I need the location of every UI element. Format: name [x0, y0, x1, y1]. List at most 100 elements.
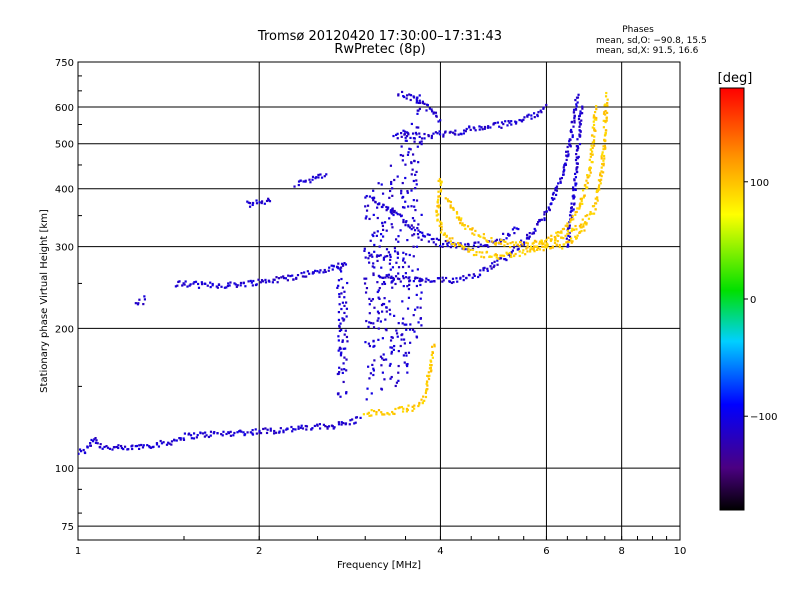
data-point [401, 322, 404, 325]
data-point [235, 285, 238, 288]
data-point [419, 230, 422, 234]
data-point [200, 281, 203, 284]
data-point [233, 282, 236, 285]
data-point [502, 232, 505, 235]
data-point [600, 178, 603, 181]
data-point [400, 189, 403, 192]
data-point [432, 241, 435, 244]
data-point [551, 246, 554, 249]
data-point [578, 133, 581, 136]
data-point [441, 280, 444, 283]
data-point [314, 269, 317, 272]
data-point [390, 223, 393, 226]
data-point [575, 153, 578, 156]
data-point [396, 251, 399, 254]
data-point [286, 279, 289, 282]
data-point [413, 277, 417, 280]
data-point [454, 243, 457, 246]
data-point [474, 229, 477, 233]
data-point [466, 225, 470, 228]
data-point [260, 201, 263, 205]
data-point [372, 198, 375, 202]
y-tick-label: 600 [55, 103, 74, 114]
data-point [96, 442, 99, 445]
data-point [592, 139, 596, 142]
data-point [449, 130, 452, 133]
data-point [518, 245, 521, 248]
data-point [260, 279, 264, 282]
data-point [385, 248, 389, 251]
data-point [542, 106, 545, 109]
data-point [383, 378, 386, 381]
data-point [434, 131, 438, 134]
data-point [251, 203, 254, 207]
data-point [402, 338, 406, 341]
data-point [261, 280, 265, 283]
data-point [405, 94, 409, 97]
data-point [376, 206, 379, 209]
data-point [502, 122, 505, 126]
data-point [437, 206, 440, 209]
data-point [389, 362, 392, 366]
data-point [450, 281, 453, 285]
data-point [412, 199, 415, 202]
data-point [229, 434, 233, 437]
data-point [540, 218, 543, 221]
data-point [475, 251, 478, 254]
data-point [423, 102, 426, 105]
data-point [599, 182, 602, 185]
data-point [594, 197, 597, 200]
data-point [204, 282, 207, 285]
data-point [223, 286, 226, 289]
data-point [339, 395, 342, 398]
data-point [351, 418, 354, 421]
data-point [564, 224, 567, 227]
data-point [575, 170, 578, 174]
data-point [497, 257, 500, 260]
data-point [338, 346, 341, 349]
data-point [526, 250, 529, 253]
data-point [396, 175, 399, 178]
data-point [582, 225, 585, 228]
data-point [345, 307, 349, 310]
data-point [426, 387, 429, 391]
data-point [475, 253, 478, 257]
data-point [407, 265, 410, 268]
data-point [575, 168, 578, 171]
data-point [539, 109, 542, 112]
data-point [408, 276, 411, 279]
data-point [378, 245, 381, 248]
data-point [337, 392, 340, 395]
data-point [568, 140, 571, 143]
data-point [390, 182, 393, 186]
data-point [496, 121, 500, 124]
data-point [503, 244, 506, 247]
data-point [381, 222, 384, 225]
data-point [506, 242, 509, 245]
data-point [311, 175, 315, 178]
data-point [95, 439, 98, 442]
data-point [559, 180, 562, 183]
data-point [411, 217, 415, 220]
data-point [554, 189, 557, 192]
data-point [405, 131, 409, 134]
data-point [578, 135, 581, 138]
data-point [404, 176, 407, 180]
data-point [482, 267, 485, 270]
data-point [379, 233, 383, 236]
data-point [337, 421, 340, 424]
data-point [411, 405, 414, 408]
data-point [366, 412, 369, 415]
data-point [345, 335, 349, 339]
data-point [417, 126, 420, 129]
data-point [413, 219, 416, 222]
data-point [363, 277, 366, 280]
data-point [342, 319, 345, 322]
data-point [108, 447, 112, 450]
data-point [344, 329, 347, 332]
data-point [566, 243, 570, 246]
data-point [442, 279, 445, 282]
data-point [581, 202, 584, 205]
data-point [580, 200, 583, 203]
data-point [539, 218, 542, 222]
